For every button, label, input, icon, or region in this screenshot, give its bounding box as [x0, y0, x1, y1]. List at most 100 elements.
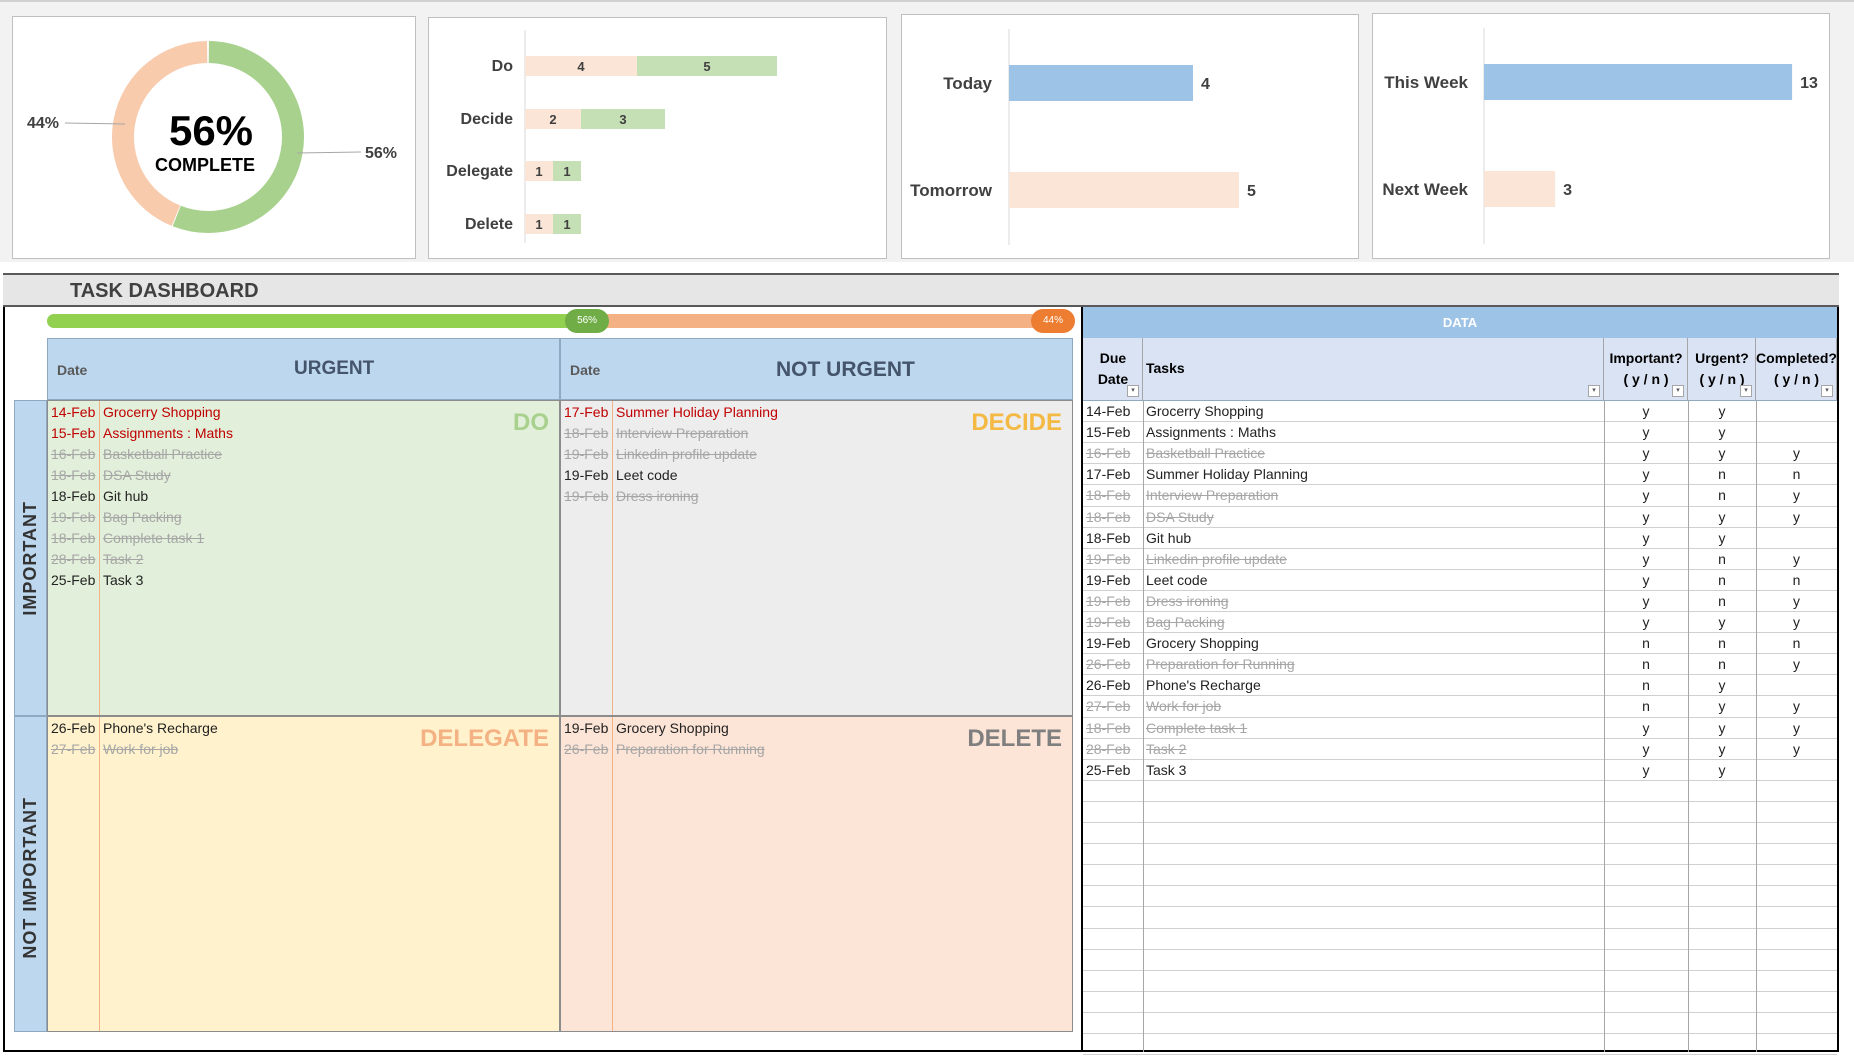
data-cell-date[interactable]: 16-Feb — [1086, 445, 1131, 462]
week-chart-card[interactable]: This Week 13 Next Week 3 — [1372, 13, 1830, 259]
data-cell-urgent[interactable]: y — [1718, 677, 1726, 694]
data-cell-important[interactable]: n — [1642, 656, 1650, 673]
data-cell-completed[interactable]: y — [1793, 445, 1800, 462]
data-cell-task[interactable]: Assignments : Maths — [1146, 424, 1276, 441]
data-cell-important[interactable]: n — [1642, 677, 1650, 694]
data-cell-completed[interactable]: y — [1793, 487, 1800, 504]
data-cell-task[interactable]: Phone's Recharge — [1146, 677, 1261, 694]
data-cell-date[interactable]: 19-Feb — [1086, 614, 1131, 630]
data-cell-completed[interactable]: y — [1793, 698, 1800, 715]
data-cell-task[interactable]: Complete task 1 — [1146, 719, 1248, 736]
data-cell-important[interactable]: n — [1642, 698, 1650, 715]
data-cell-urgent[interactable]: n — [1718, 466, 1726, 483]
data-cell-important[interactable]: y — [1642, 529, 1650, 546]
data-cell-task[interactable]: Bag Packing — [1146, 614, 1225, 630]
data-cell-important[interactable]: y — [1642, 550, 1650, 567]
day-chart-card[interactable]: Today 4 Tomorrow 5 — [901, 14, 1359, 259]
data-cell-important[interactable]: y — [1642, 719, 1650, 736]
data-cell-urgent[interactable]: y — [1718, 403, 1726, 419]
data-cell-date[interactable]: 26-Feb — [1086, 677, 1131, 694]
data-cell-important[interactable]: n — [1642, 635, 1650, 652]
data-cell-task[interactable]: Linkedin profile update — [1146, 550, 1287, 567]
completed-header[interactable]: Completed?( y / n ) ▾ — [1756, 338, 1837, 400]
data-cell-task[interactable]: Summer Holiday Planning — [1146, 466, 1308, 483]
data-cell-urgent[interactable]: n — [1718, 592, 1726, 609]
data-cell-completed[interactable]: y — [1793, 508, 1800, 525]
data-cell-important[interactable]: y — [1642, 487, 1650, 504]
data-cell-task[interactable]: Task 2 — [1146, 740, 1187, 757]
data-cell-date[interactable]: 19-Feb — [1086, 592, 1131, 609]
data-cell-urgent[interactable]: n — [1718, 571, 1726, 588]
data-cell-task[interactable]: Grocery Shopping — [1146, 635, 1259, 652]
data-cell-urgent[interactable]: y — [1718, 740, 1726, 757]
data-cell-completed[interactable]: y — [1793, 614, 1800, 630]
data-cell-urgent[interactable]: n — [1718, 487, 1726, 504]
data-cell-urgent[interactable]: n — [1718, 550, 1726, 567]
data-cell-important[interactable]: y — [1642, 424, 1650, 441]
data-cell-date[interactable]: 19-Feb — [1086, 571, 1131, 588]
data-cell-date[interactable]: 19-Feb — [1086, 550, 1131, 567]
data-cell-date[interactable]: 28-Feb — [1086, 740, 1131, 757]
donut-chart-card[interactable]: 44% 56% 56% COMPLETE — [12, 16, 416, 259]
data-cell-urgent[interactable]: y — [1718, 529, 1726, 546]
data-cell-urgent[interactable]: y — [1718, 508, 1726, 525]
data-cell-date[interactable]: 18-Feb — [1086, 508, 1131, 525]
data-cell-task[interactable]: Basketball Practice — [1146, 445, 1266, 462]
filter-dropdown-icon[interactable]: ▾ — [1672, 385, 1684, 397]
data-cell-date[interactable]: 18-Feb — [1086, 529, 1131, 546]
filter-dropdown-icon[interactable]: ▾ — [1127, 385, 1139, 397]
data-cell-completed[interactable]: y — [1793, 656, 1800, 673]
data-cell-completed[interactable]: n — [1792, 571, 1801, 588]
filter-dropdown-icon[interactable]: ▾ — [1740, 385, 1752, 397]
data-cell-date[interactable]: 14-Feb — [1086, 403, 1131, 419]
data-cell-date[interactable]: 27-Feb — [1086, 698, 1131, 715]
data-cell-task[interactable]: Task 3 — [1146, 761, 1187, 778]
data-cell-urgent[interactable]: y — [1718, 719, 1726, 736]
data-cell-urgent[interactable]: n — [1718, 635, 1726, 652]
data-cell-completed[interactable]: n — [1792, 635, 1801, 652]
data-cell-task[interactable]: Preparation for Running — [1146, 656, 1295, 673]
data-cell-date[interactable]: 18-Feb — [1086, 719, 1131, 736]
data-cell-task[interactable]: Git hub — [1146, 529, 1192, 546]
data-cell-important[interactable]: y — [1642, 740, 1650, 757]
data-cell-important[interactable]: y — [1642, 614, 1650, 630]
data-cell-important[interactable]: y — [1642, 508, 1650, 525]
data-cell-date[interactable]: 19-Feb — [1086, 635, 1131, 652]
data-cell-task[interactable]: Work for job — [1146, 698, 1222, 715]
important-header[interactable]: Important?( y / n ) ▾ — [1604, 338, 1688, 400]
data-cell-task[interactable]: DSA Study — [1146, 508, 1214, 525]
filter-dropdown-icon[interactable]: ▾ — [1588, 385, 1600, 397]
data-cell-important[interactable]: y — [1642, 592, 1650, 609]
data-cell-date[interactable]: 26-Feb — [1086, 656, 1131, 673]
data-cell-important[interactable]: y — [1642, 445, 1650, 462]
data-cell-task[interactable]: Dress ironing — [1146, 592, 1229, 609]
data-cell-urgent[interactable]: y — [1718, 614, 1726, 630]
data-table[interactable]: Due Date ▾ Tasks ▾ Important?( y / n ) ▾ Urgent… — [1083, 338, 1837, 1056]
data-cell-task[interactable]: Grocerry Shopping — [1146, 403, 1264, 419]
data-cell-date[interactable]: 25-Feb — [1086, 761, 1131, 778]
data-cell-completed[interactable]: y — [1793, 550, 1800, 567]
data-cell-task[interactable]: Interview Preparation — [1146, 487, 1279, 504]
urgent-header-col[interactable]: Urgent?( y / n ) ▾ — [1688, 338, 1756, 400]
quadrant-count-chart-card[interactable]: Do 4 5 Decide 2 3 Delegate 1 1 Delete 1 1 — [428, 17, 887, 259]
filter-dropdown-icon[interactable]: ▾ — [1821, 385, 1833, 397]
due-date-header[interactable]: Due Date ▾ — [1083, 338, 1143, 400]
data-cell-date[interactable]: 18-Feb — [1086, 487, 1131, 504]
data-cell-completed[interactable]: y — [1793, 740, 1800, 757]
data-cell-urgent[interactable]: y — [1718, 445, 1726, 462]
data-cell-task[interactable]: Leet code — [1146, 571, 1208, 588]
data-cell-completed[interactable]: y — [1793, 719, 1800, 736]
data-cell-important[interactable]: y — [1642, 466, 1650, 483]
data-cell-important[interactable]: y — [1642, 571, 1650, 588]
data-cell-urgent[interactable]: y — [1718, 698, 1726, 715]
data-cell-urgent[interactable]: n — [1718, 656, 1726, 673]
data-cell-date[interactable]: 15-Feb — [1086, 424, 1131, 441]
data-cell-completed[interactable]: y — [1793, 592, 1800, 609]
data-cell-completed[interactable]: n — [1792, 466, 1801, 483]
tasks-header[interactable]: Tasks ▾ — [1143, 338, 1604, 400]
data-cell-important[interactable]: y — [1642, 761, 1650, 778]
data-cell-urgent[interactable]: y — [1718, 424, 1726, 441]
data-cell-urgent[interactable]: y — [1718, 761, 1726, 778]
data-cell-important[interactable]: y — [1642, 403, 1650, 419]
data-cell-date[interactable]: 17-Feb — [1086, 466, 1131, 483]
